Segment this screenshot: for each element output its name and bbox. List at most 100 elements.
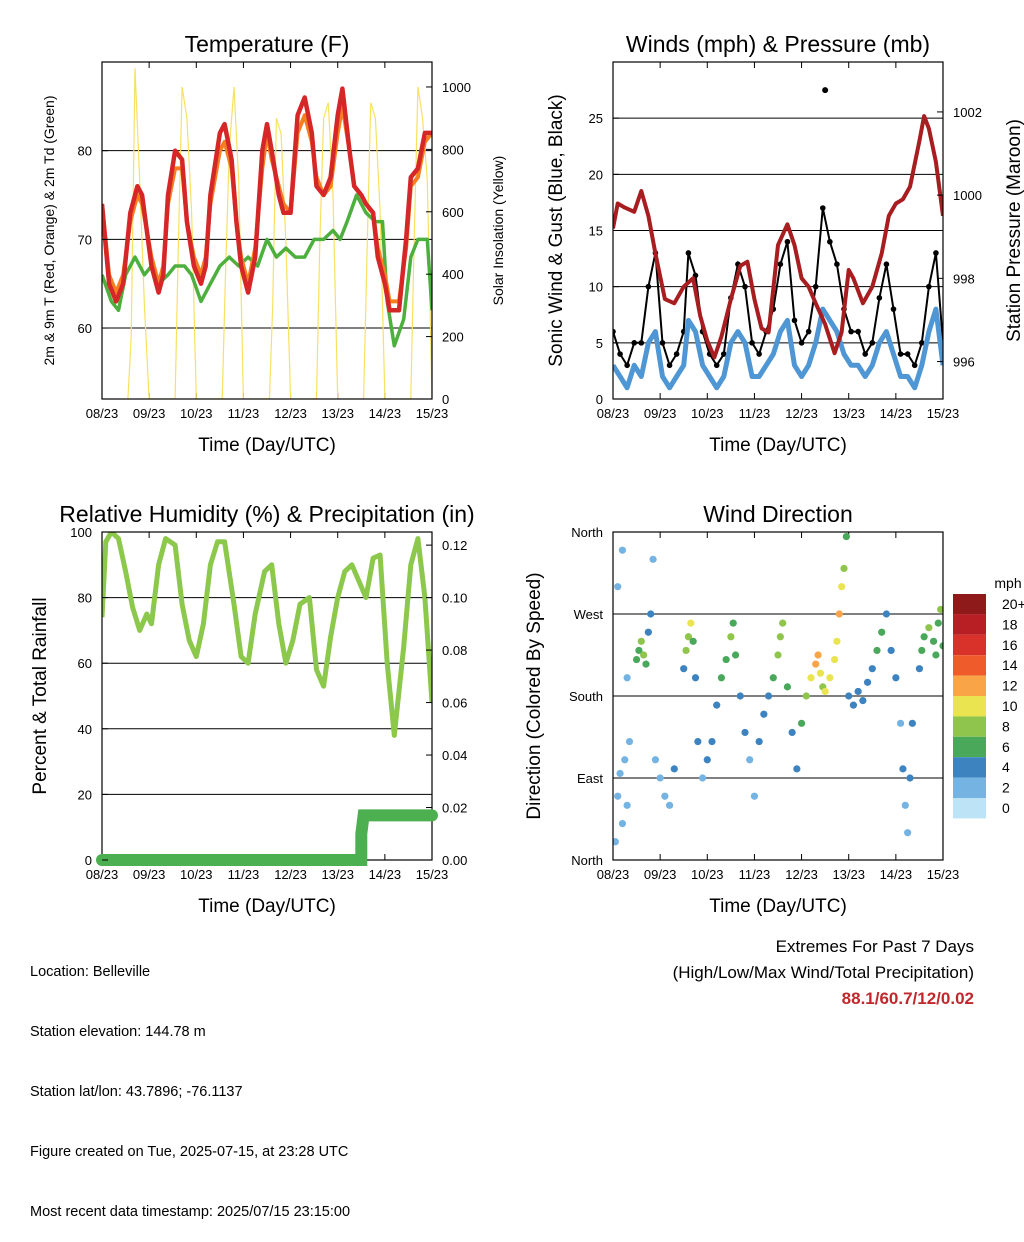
speed-legend-label: 6 [1002,739,1010,755]
winds-xtick-label: 15/23 [927,406,960,421]
humidity-ylabel: Percent & Total Rainfall [30,597,51,794]
direction-xtick-label: 15/23 [927,867,960,882]
direction-point [649,555,657,563]
direction-point [816,669,825,677]
direction-point [807,674,815,682]
direction-point [899,765,907,773]
winds-plot-area [613,87,943,391]
speed-legend-title: mph [994,575,1021,591]
humidity-ytick-label: 60 [78,656,92,671]
direction-xtick-label: 11/23 [739,867,771,882]
direction-point [665,801,674,809]
direction-ylabel: Direction (Colored By Speed) [524,572,545,819]
direction-point [821,687,829,696]
direction-point [908,719,916,727]
elevation-text: Station elevation: 144.78 m [30,1024,206,1040]
direction-point [918,646,926,655]
direction-title: Wind Direction [703,501,853,527]
winds-ytick-label: 25 [589,111,603,126]
winds-title: Winds (mph) & Pressure (mb) [626,31,930,57]
winds-ytick-label: 15 [589,224,603,239]
temperature-xtick-label: 15/23 [416,406,449,421]
direction-point [682,646,690,655]
temperature-xtick-label: 13/23 [321,406,354,421]
winds-xtick-label: 09/23 [644,406,677,421]
winds-xtick-label: 12/23 [785,406,818,421]
winds-xtick-label: 13/23 [832,406,865,421]
temperature-xlabel: Time (Day/UTC) [198,435,336,456]
wind-line [613,306,943,391]
speed-legend-label: 16 [1002,637,1018,653]
humidity-ytick-label: 40 [78,722,92,737]
direction-point [684,633,693,641]
direction-point [842,532,850,541]
winds-ytick-label: 0 [596,392,603,407]
winds-xlabel: Time (Day/UTC) [709,435,847,456]
direction-point [793,765,801,773]
direction-point [845,692,853,700]
temperature-frame [101,61,433,400]
humidity-xtick-label: 13/23 [321,867,354,882]
humidity-y2tick-label: 0.04 [442,748,467,763]
direction-point [613,838,619,846]
direction-point [637,637,645,645]
direction-point [680,665,688,673]
direction-xlabel: Time (Day/UTC) [709,896,847,917]
direction-point [814,651,822,659]
winds-y2tick-label: 996 [953,355,975,370]
direction-point [849,701,858,709]
direction-point [776,633,784,641]
direction-xtick-label: 13/23 [832,867,865,882]
speed-legend-swatch [953,614,986,635]
humidity-ytick-label: 0 [85,853,92,868]
direction-point [713,701,721,709]
direction-point [640,651,648,659]
direction-point [925,624,933,632]
direction-point [873,646,881,655]
winds-y2label: Station Pressure (Maroon) [1004,119,1024,342]
speed-legend-swatch [953,696,986,717]
direction-point [750,792,759,800]
temperature-y2tick-label: 1000 [442,80,471,95]
direction-point [661,792,669,800]
direction-point [632,655,641,664]
direction-point [621,756,629,764]
winds-xtick-label: 08/23 [597,406,630,421]
direction-point [623,674,631,682]
winds-ytick-label: 20 [589,167,603,182]
direction-point [623,801,631,809]
speed-legend-swatch [953,716,986,737]
speed-legend-label: 20+ [1002,596,1024,612]
direction-point [939,642,943,650]
direction-point [755,737,763,746]
direction-point [764,692,773,700]
direction-point [698,774,707,782]
temperature-xtick-label: 09/23 [133,406,166,421]
humidity-y2tick-label: 0.02 [442,801,467,816]
direction-point [788,728,796,737]
temperature-y2tick-label: 800 [442,142,464,157]
rh-line [102,532,432,738]
temperature-xtick-label: 11/23 [228,406,260,421]
direction-point [644,628,652,636]
speed-legend-label: 18 [1002,616,1018,632]
direction-point [642,660,650,668]
temperature-xtick-label: 08/23 [86,406,119,421]
extremes-subtitle: (High/Low/Max Wind/Total Precipitation) [672,963,974,982]
speed-legend-swatch [953,757,986,778]
direction-point [691,674,700,682]
pressure-line [613,114,943,360]
direction-ytick-label: North [571,853,603,868]
direction-point [614,792,622,800]
winds-xtick-label: 11/23 [739,406,771,421]
temperature-ylabel: 2m & 9m T (Red, Orange) & 2m Td (Green) [41,96,57,366]
humidity-y2tick-label: 0.06 [442,696,467,711]
direction-point [694,737,702,746]
direction-ytick-label: North [571,525,603,540]
direction-point [760,710,768,718]
humidity-y2tick-label: 0.08 [442,643,467,658]
direction-point [616,769,624,778]
extremes-box: Extremes For Past 7 Days (High/Low/Max W… [673,934,974,1012]
direction-point [826,674,834,682]
direction-point [892,674,900,682]
